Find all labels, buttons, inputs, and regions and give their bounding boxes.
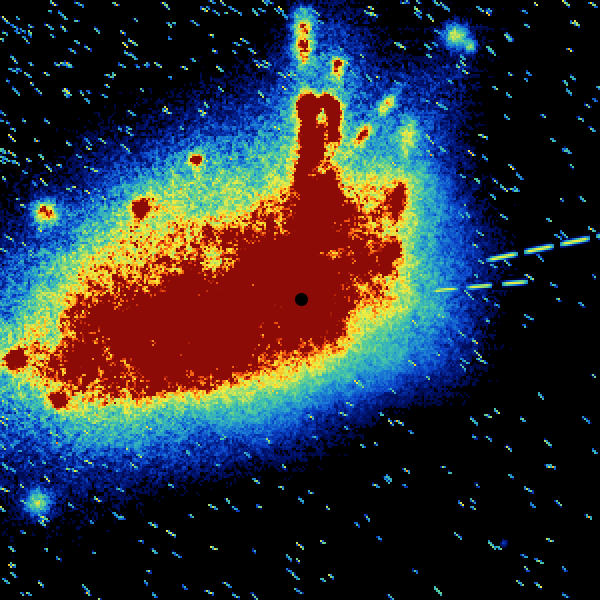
- false-color-astronomical-image: [0, 0, 600, 600]
- image-canvas-root: False-color astronomical field image jet…: [0, 0, 600, 600]
